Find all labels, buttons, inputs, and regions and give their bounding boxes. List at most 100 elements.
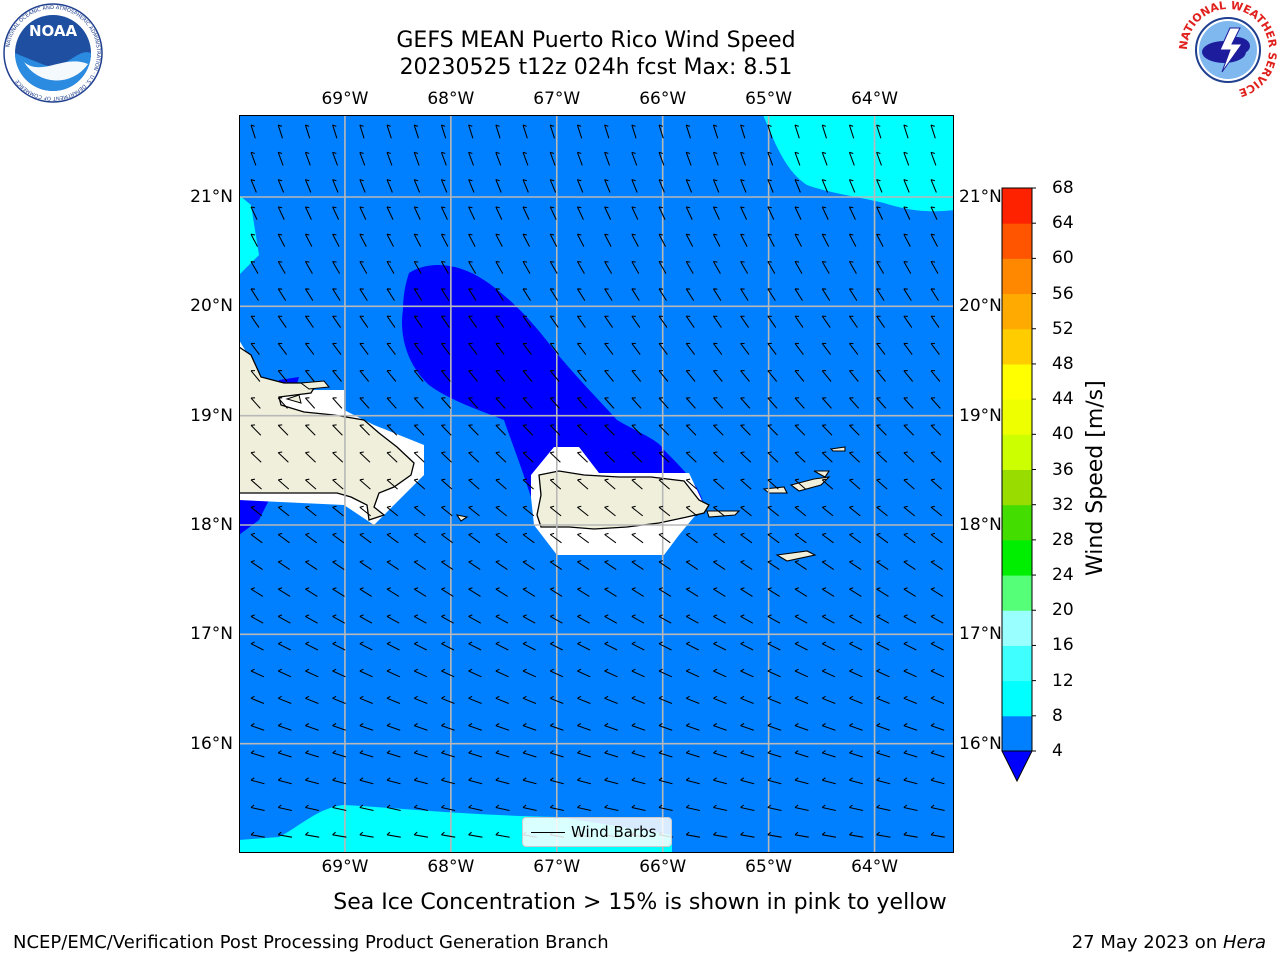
wind-barb	[767, 179, 774, 193]
wind-barb	[849, 750, 863, 758]
wind-barb	[468, 451, 480, 463]
lon-tick-bottom-5: 64°W	[851, 857, 899, 877]
wind-barb	[549, 478, 562, 490]
wind-barb	[658, 668, 673, 678]
lon-tick-bottom-0: 69°W	[321, 857, 369, 877]
wind-barb	[903, 641, 917, 651]
wind-barb	[522, 668, 537, 678]
wind-barb	[930, 397, 941, 409]
colorbar-label-6: 28	[1052, 529, 1074, 550]
wind-barb	[386, 451, 398, 463]
wind-barb	[413, 560, 427, 571]
wind-barb	[604, 397, 615, 409]
wind-barb	[332, 532, 345, 544]
colorbar-label-3: 16	[1052, 635, 1074, 656]
wind-barb	[876, 505, 888, 517]
wind-barb	[250, 560, 263, 571]
wind-barb	[522, 451, 534, 463]
wind-barb	[359, 315, 369, 328]
wind-barb	[713, 614, 726, 624]
wind-barb	[848, 370, 859, 382]
wind-barb	[876, 233, 884, 247]
wind-barb	[277, 478, 290, 490]
wind-barb	[359, 750, 374, 758]
wind-barb	[250, 260, 259, 274]
wind-barb	[930, 478, 942, 490]
wind-barb	[549, 206, 557, 220]
wind-barb	[305, 451, 316, 463]
wind-barb	[277, 124, 283, 139]
wind-barb	[685, 750, 700, 758]
footer-date-text: 27 May 2023 on	[1071, 932, 1223, 953]
wind-barb	[876, 397, 887, 409]
wind-barb	[305, 723, 319, 731]
wind-barb	[930, 315, 940, 328]
wind-barb	[386, 831, 401, 838]
wind-barb	[821, 233, 830, 247]
colorbar-label-13: 56	[1052, 283, 1074, 304]
wind-barb	[413, 451, 425, 463]
wind-barb	[658, 804, 673, 812]
wind-barb	[332, 370, 342, 382]
wind-barb	[903, 505, 916, 517]
wind-barb	[468, 723, 482, 731]
wind-barb	[767, 260, 776, 274]
wind-barb	[712, 260, 721, 274]
wind-barb	[794, 151, 801, 166]
wind-barb	[849, 587, 862, 597]
wind-barb	[903, 233, 911, 247]
wind-barb	[522, 397, 533, 409]
wind-barb	[413, 315, 423, 328]
wind-barb	[930, 750, 945, 758]
wind-barb	[250, 288, 259, 301]
wind-barb	[767, 342, 777, 355]
wind-barb	[903, 695, 917, 704]
wind-barb	[740, 288, 749, 301]
wind-barb	[903, 424, 914, 436]
wind-barb	[685, 478, 698, 490]
wind-barb	[740, 668, 754, 678]
wind-barb	[740, 804, 755, 812]
wind-barb	[495, 370, 506, 382]
wind-barb	[577, 451, 588, 463]
wind-barb	[250, 532, 263, 544]
wind-barb	[277, 804, 293, 812]
wind-barb	[604, 342, 614, 355]
wind-barb	[604, 424, 615, 436]
wind-barb	[903, 260, 912, 274]
wind-barb	[740, 587, 753, 597]
wind-barb	[930, 641, 944, 651]
wind-barb	[250, 831, 265, 838]
wind-barb	[359, 179, 366, 193]
wind-barb	[713, 750, 727, 758]
wind-barb	[359, 505, 372, 517]
wind-barb	[821, 124, 827, 139]
wind-barb	[522, 370, 533, 382]
wind-barb	[386, 260, 395, 274]
wind-barb	[468, 370, 478, 382]
island-saona	[285, 394, 302, 404]
wind-barb	[821, 424, 833, 436]
wind-barb	[767, 560, 780, 571]
wind-barb	[413, 370, 424, 382]
wind-barb	[631, 233, 639, 247]
wind-barb	[549, 451, 561, 463]
wind-barb	[277, 424, 289, 436]
wind-barb	[549, 560, 563, 571]
wind-barb	[767, 397, 778, 409]
wind-barb	[794, 614, 808, 624]
colorbar-segment-5	[1002, 539, 1032, 576]
wind-barb	[305, 668, 319, 678]
wind-barb	[794, 478, 806, 490]
colorbar-label-8: 36	[1052, 459, 1074, 480]
wind-barb	[930, 233, 938, 247]
wind-barb	[794, 288, 803, 301]
wind-barb	[277, 233, 286, 247]
wind-barb	[740, 641, 754, 651]
wind-barb	[631, 397, 642, 409]
wind-barb	[332, 614, 346, 624]
wind-barb	[549, 288, 559, 301]
wind-barb	[549, 151, 556, 166]
wind-barb	[332, 777, 347, 785]
wind-barb	[522, 124, 528, 139]
